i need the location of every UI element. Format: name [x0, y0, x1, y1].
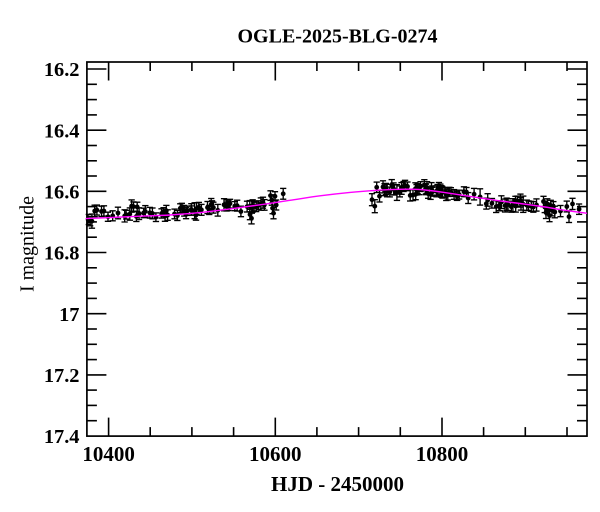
svg-text:16.8: 16.8 [44, 243, 80, 265]
svg-text:I magnitude: I magnitude [17, 196, 39, 292]
svg-text:17: 17 [59, 304, 79, 326]
svg-text:10800: 10800 [416, 442, 469, 466]
svg-text:16.4: 16.4 [44, 120, 80, 142]
svg-text:16.2: 16.2 [44, 59, 80, 81]
svg-text:HJD - 2450000: HJD - 2450000 [271, 472, 404, 496]
svg-text:10600: 10600 [249, 442, 302, 466]
svg-text:17.4: 17.4 [44, 426, 80, 448]
svg-text:OGLE-2025-BLG-0274: OGLE-2025-BLG-0274 [237, 26, 437, 48]
svg-text:17.2: 17.2 [44, 365, 80, 387]
svg-text:16.6: 16.6 [44, 182, 80, 204]
svg-text:10400: 10400 [82, 442, 135, 466]
